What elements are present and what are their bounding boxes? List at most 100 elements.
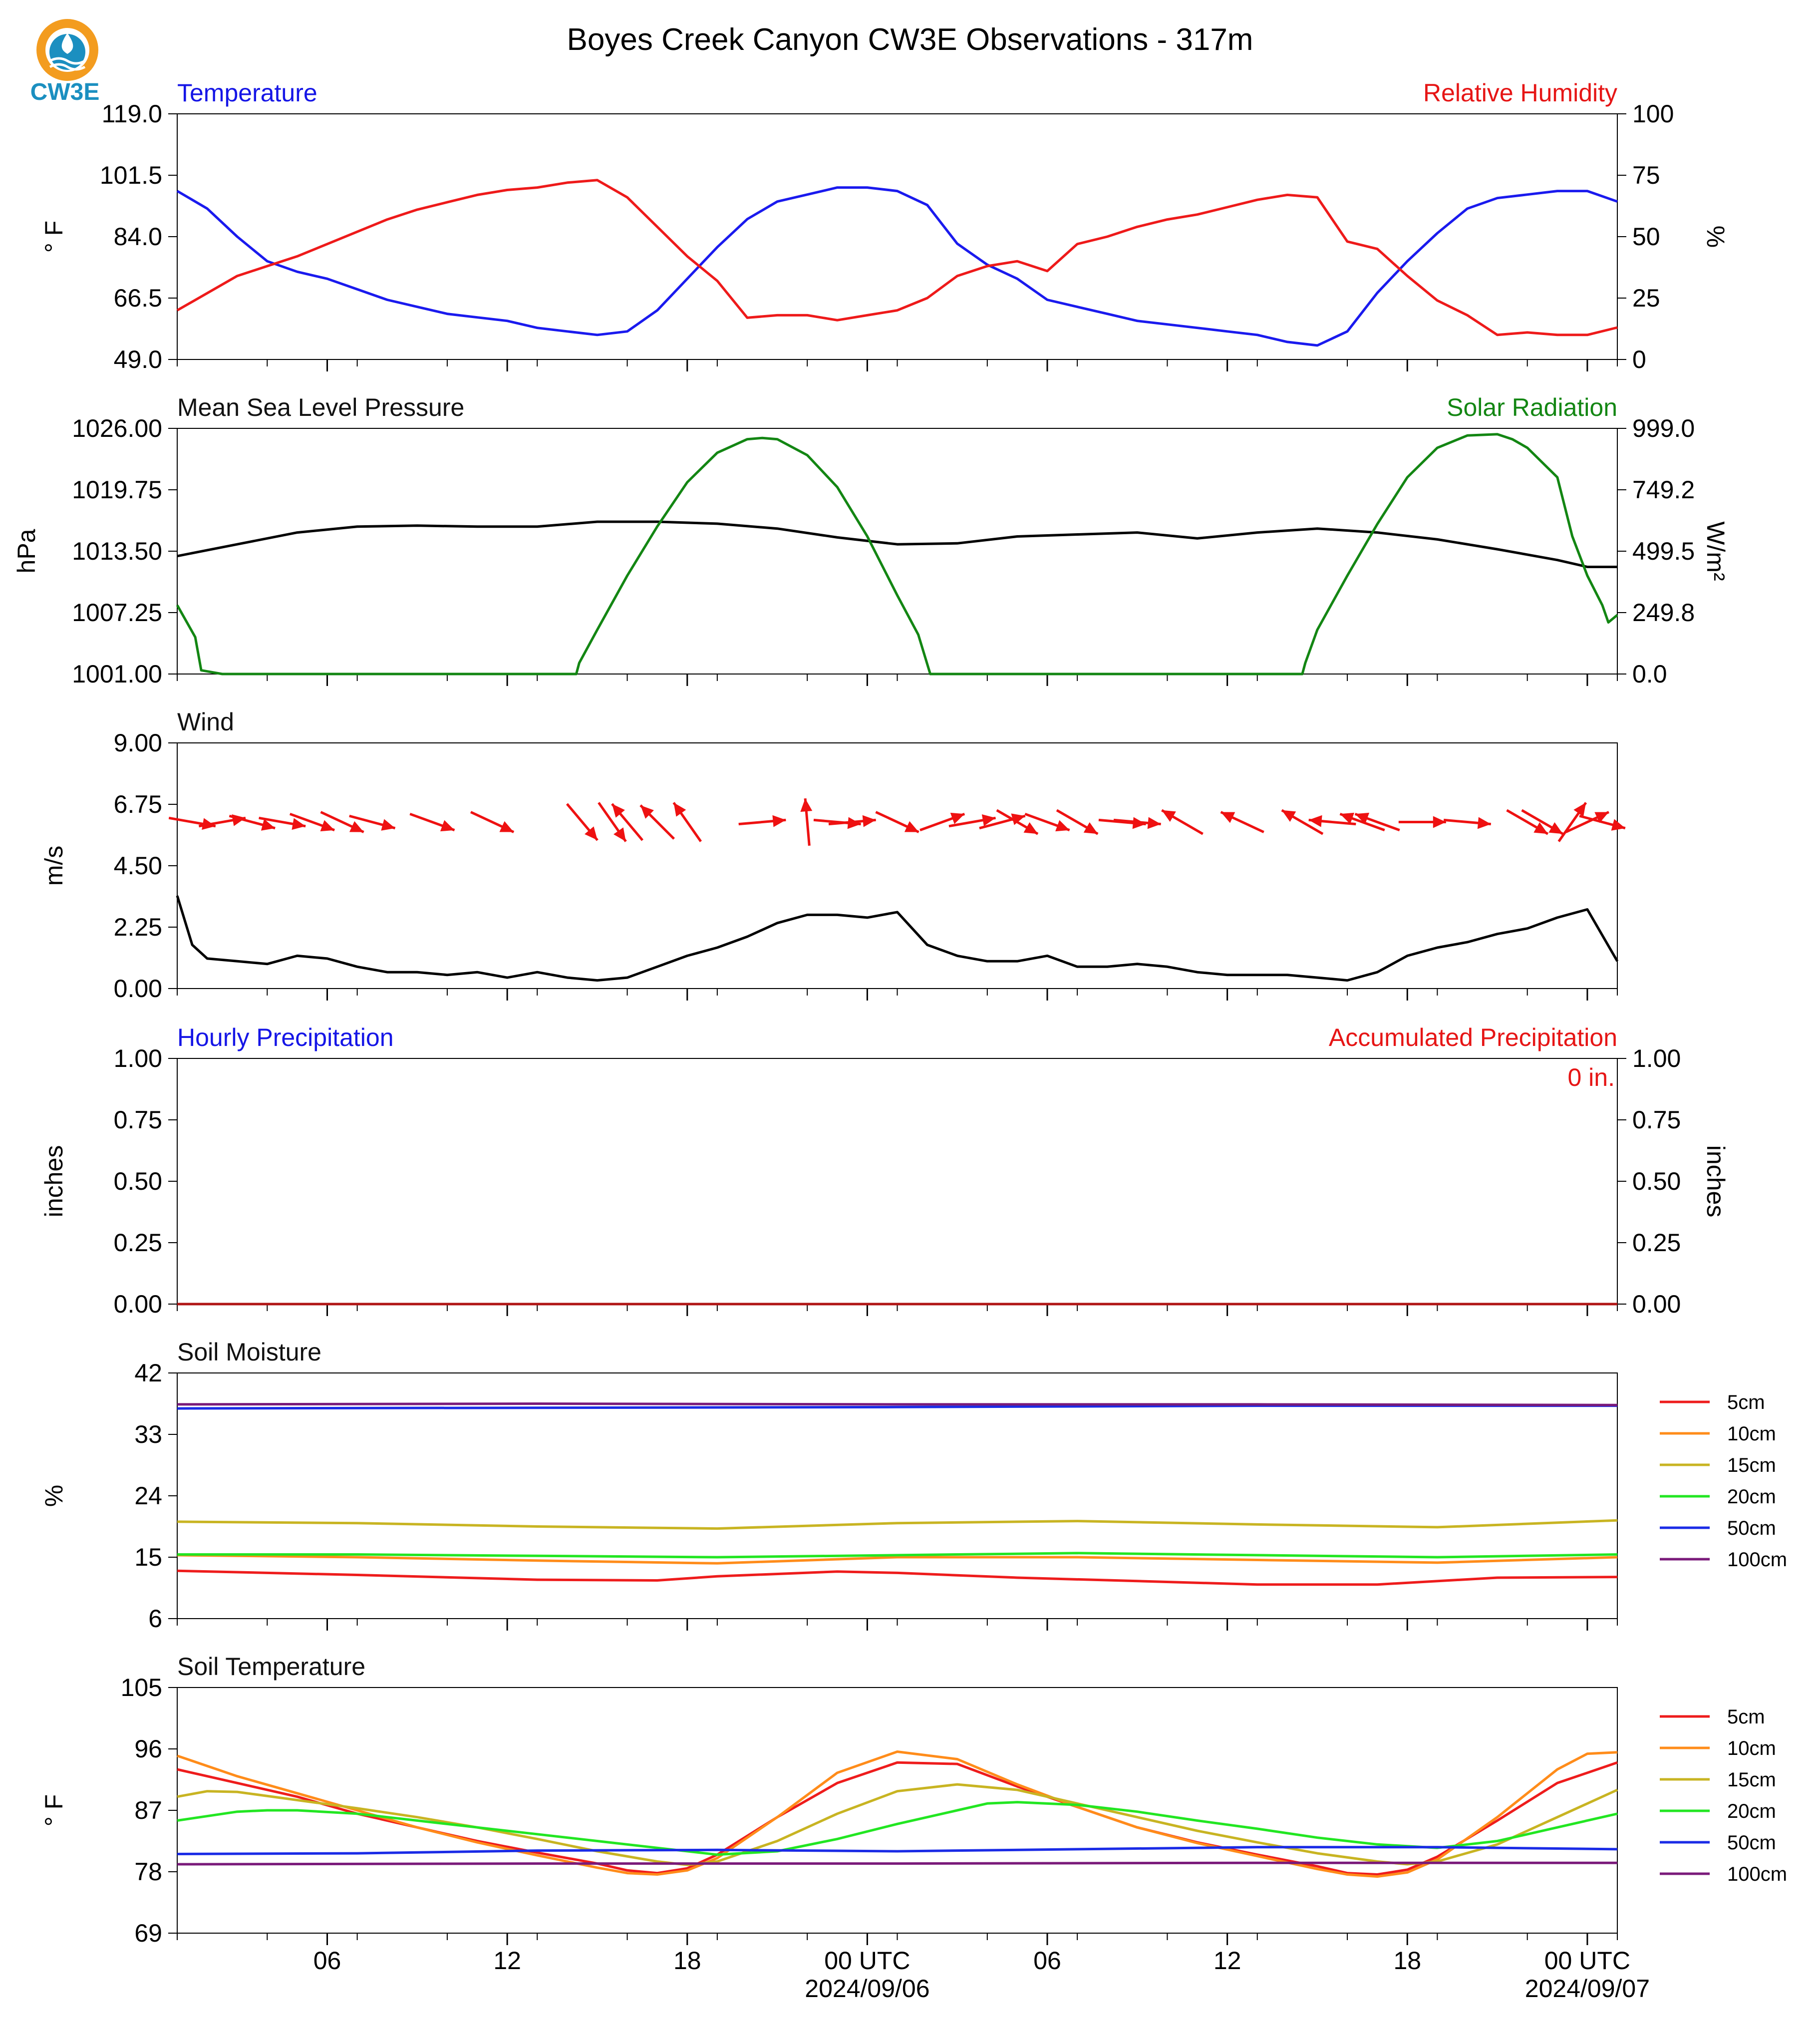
wind-arrow-head — [640, 805, 654, 819]
series-line-50cm — [177, 1846, 1618, 1855]
wind-arrow-head — [673, 802, 686, 817]
y-axis-label: inches — [40, 1145, 68, 1218]
wind-arrow — [470, 811, 515, 833]
series-line-10cm — [177, 1750, 1618, 1878]
wind-arrow-head — [1162, 810, 1176, 822]
wind-arrow — [1161, 809, 1204, 835]
wind-arrow-head — [1340, 812, 1355, 824]
series-line-10cm — [177, 1554, 1618, 1565]
wind-arrow-head — [862, 815, 876, 827]
wind-arrow-head — [613, 827, 626, 842]
wind-arrow — [1443, 817, 1492, 829]
y-tick-label: 84.0 — [114, 223, 162, 251]
y-axis-label-right: inches — [1702, 1145, 1730, 1218]
y-axis-label-right: W/m² — [1702, 521, 1730, 581]
panel-2: Wind 9.00 6.75 4.50 2.25 0.00 m/s — [40, 708, 1626, 1003]
wind-arrow — [1056, 809, 1099, 835]
wind-arrow-head — [1147, 817, 1161, 829]
legend-label: 5cm — [1727, 1391, 1765, 1413]
wind-arrow-head — [800, 798, 813, 812]
x-tick-label: 06 — [313, 1947, 341, 1975]
y-tick-label-right: 499.5 — [1632, 537, 1695, 565]
plot-frame — [177, 742, 1618, 989]
y-tick-label: 49.0 — [114, 345, 162, 373]
x-tick-label: 12 — [1213, 1947, 1241, 1975]
y-tick-label: 24 — [134, 1482, 162, 1510]
wind-arrow-head — [1573, 802, 1586, 817]
wind-arrow-head — [320, 820, 335, 832]
wind-arrow-head — [1611, 819, 1625, 831]
wind-arrow-head — [585, 826, 598, 840]
wind-arrow-head — [950, 812, 965, 824]
series-line-15cm — [177, 1519, 1618, 1530]
series-line-20cm — [177, 1552, 1618, 1559]
accumulated-total: 0 in. — [1567, 1063, 1615, 1091]
wind-arrow — [409, 812, 455, 832]
y-tick-label: 1019.75 — [72, 476, 162, 504]
panel-5: Soil Temperature 105 96 87 78 69 ° F 5cm 10cm 15c… — [40, 1653, 1787, 1947]
wind-arrow — [828, 815, 876, 827]
wind-arrow — [800, 798, 813, 846]
page-title: Boyes Creek Canyon CW3E Observations - 3… — [567, 22, 1253, 57]
wind-arrow-head — [1220, 812, 1235, 823]
wind-arrow — [1113, 817, 1161, 829]
panel-title-left: Mean Sea Level Pressure — [177, 393, 464, 421]
y-tick-label: 1026.00 — [72, 414, 162, 442]
y-tick-label: 2.25 — [114, 913, 162, 941]
y-tick-label-right: 0.00 — [1632, 1290, 1681, 1318]
y-tick-label: 69 — [134, 1919, 162, 1947]
wind-arrow — [1506, 809, 1549, 835]
wind-arrow-head — [1023, 822, 1038, 834]
wind-arrow — [566, 803, 599, 841]
y-tick-label: 1.00 — [114, 1044, 162, 1072]
y-tick-label: 1001.00 — [72, 660, 162, 688]
wind-arrow — [1339, 812, 1385, 832]
y-tick-label-right: 1.00 — [1632, 1044, 1681, 1072]
x-tick-label: 18 — [1393, 1947, 1421, 1975]
y-axis-label: % — [40, 1485, 68, 1507]
y-axis-label: ° F — [40, 1794, 68, 1826]
x-date-label: 2024/09/07 — [1525, 1975, 1650, 2003]
wind-arrow-head — [381, 819, 395, 831]
panel-title-left: Soil Moisture — [177, 1338, 321, 1366]
panel-title-right: Relative Humidity — [1423, 79, 1617, 107]
legend-label: 50cm — [1727, 1832, 1776, 1854]
wind-arrow — [349, 814, 396, 831]
series-line-50cm — [177, 1404, 1617, 1410]
wind-arrow — [919, 812, 965, 832]
panel-title-right: Accumulated Precipitation — [1329, 1023, 1617, 1051]
wind-arrow-head — [440, 820, 455, 832]
panel-title-right: Solar Radiation — [1447, 393, 1617, 421]
y-tick-label: 0.25 — [114, 1229, 162, 1257]
wind-arrow-head — [772, 815, 786, 827]
y-tick-label-right: 0.75 — [1632, 1106, 1681, 1134]
legend-label: 50cm — [1727, 1517, 1776, 1539]
wind-arrow — [1579, 814, 1626, 831]
wind-arrow — [1521, 809, 1564, 835]
wind-arrow — [229, 814, 276, 831]
y-tick-label: 0.00 — [114, 1290, 162, 1318]
y-tick-label-right: 25 — [1632, 284, 1660, 312]
series-line — [176, 186, 1618, 347]
x-tick-label: 12 — [493, 1947, 521, 1975]
y-tick-label: 96 — [134, 1735, 162, 1763]
wind-arrow — [1308, 815, 1356, 827]
series-line — [177, 520, 1617, 568]
panel-title-left: Soil Temperature — [177, 1653, 365, 1681]
series-line — [176, 895, 1619, 982]
wind-arrow-head — [1594, 812, 1609, 823]
wind-arrow — [1281, 809, 1324, 835]
legend-label: 20cm — [1727, 1486, 1776, 1508]
wind-arrow-head — [261, 819, 276, 831]
cw3e-logo-icon — [36, 19, 98, 81]
wind-arrow-head — [1308, 815, 1322, 827]
wind-arrow-head — [499, 821, 514, 832]
plot-frame — [177, 428, 1618, 675]
legend-label: 20cm — [1727, 1800, 1776, 1822]
wind-arrow — [948, 814, 996, 828]
legend-label: 15cm — [1727, 1454, 1776, 1476]
cw3e-logo: CW3E — [30, 19, 99, 105]
y-tick-label: 6 — [148, 1605, 162, 1633]
panel-1: Mean Sea Level Pressure Solar Radiation 10… — [12, 393, 1730, 688]
y-tick-label: 4.50 — [114, 852, 162, 880]
